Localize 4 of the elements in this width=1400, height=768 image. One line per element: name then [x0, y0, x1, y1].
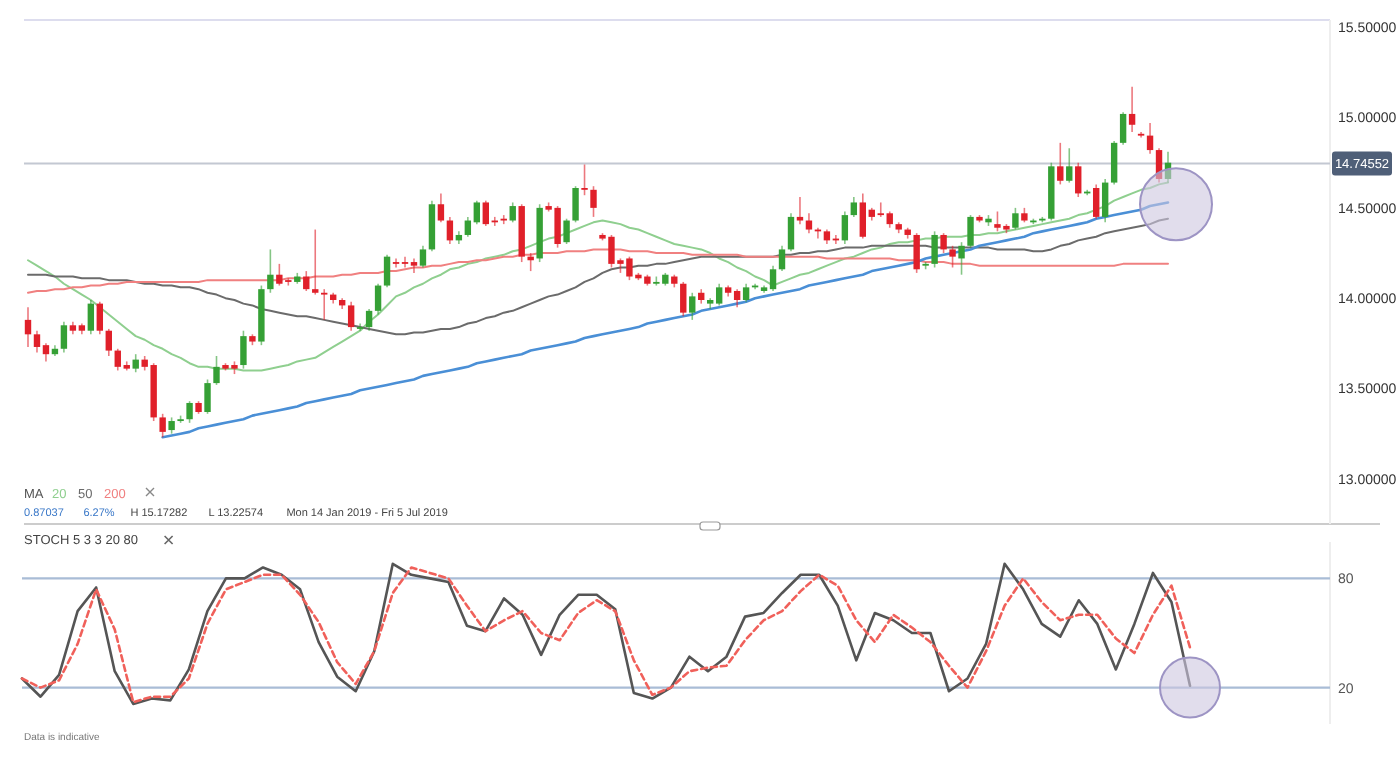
candlestick — [392, 257, 400, 269]
candlestick — [356, 322, 364, 332]
candlestick — [410, 257, 418, 274]
candlestick — [401, 255, 409, 269]
